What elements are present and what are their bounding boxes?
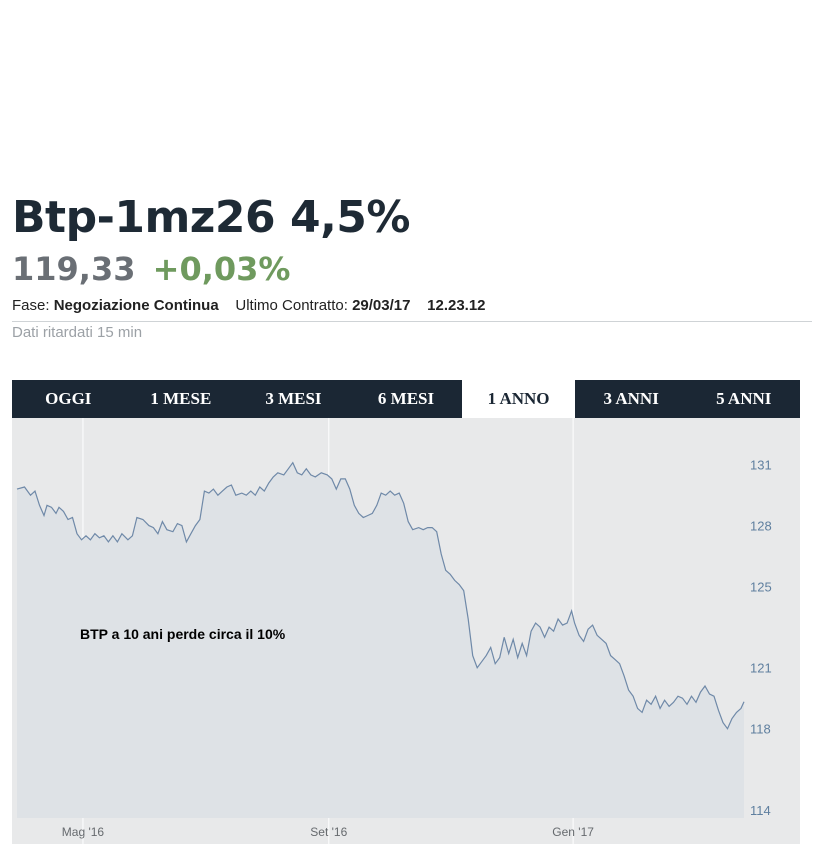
price-line [16,461,745,730]
y-tick-label: 131 [750,458,772,473]
last-trade-date: 29/03/17 [352,297,411,314]
tab-oggi[interactable]: OGGI [45,389,92,408]
tab-6-mesi[interactable]: 6 MESI [377,389,435,408]
chart-annotation: BTP a 10 ani perde circa il 10% [80,626,286,642]
tab-3-mesi[interactable]: 3 MESI [265,389,322,408]
security-title: Btp-1mz26 4,5% [12,192,410,243]
tab-1-anno[interactable]: 1 ANNO [462,380,575,418]
tab-1-mese[interactable]: 1 MESE [150,389,212,408]
period-tabs: OGGI 1 MESE 3 MESI 6 MESI 1 ANNO 3 ANNI … [12,380,800,418]
x-tick-label: Mag '16 [62,825,105,839]
y-tick-label: 128 [750,519,772,534]
y-tick-label: 114 [750,803,771,818]
y-tick-label: 118 [750,722,771,737]
y-tick-label: 125 [750,580,772,595]
y-axis-ticks: 131 128 125 121 118 114 [750,458,772,818]
phase-value: Negoziazione Continua [53,297,219,314]
price-chart-svg: 131 128 125 121 118 114 Mag '16 Set '16 Gen '17… [12,418,800,844]
tab-5-anni[interactable]: 5 ANNI [716,389,772,408]
phase-label: Fase: [12,297,50,314]
x-tick-label: Gen '17 [552,825,594,839]
last-trade-time: 12.23.12 [427,297,486,314]
divider [12,321,812,322]
delay-note: Dati ritardati 15 min [12,324,143,341]
tab-3-anni[interactable]: 3 ANNI [603,389,659,408]
trading-info: Fase: Negoziazione Continua Ultimo Contr… [12,297,486,314]
x-tick-label: Set '16 [310,825,347,839]
price-area [17,462,744,818]
y-tick-label: 121 [750,661,772,676]
price-row: 119,33 +0,03% [12,250,290,288]
last-price: 119,33 [12,250,136,288]
price-chart[interactable]: 131 128 125 121 118 114 Mag '16 Set '16 Gen '17… [12,418,800,844]
price-change: +0,03% [152,250,291,288]
x-axis-ticks: Mag '16 Set '16 Gen '17 [62,825,594,839]
last-trade-label: Ultimo Contratto: [235,297,348,314]
